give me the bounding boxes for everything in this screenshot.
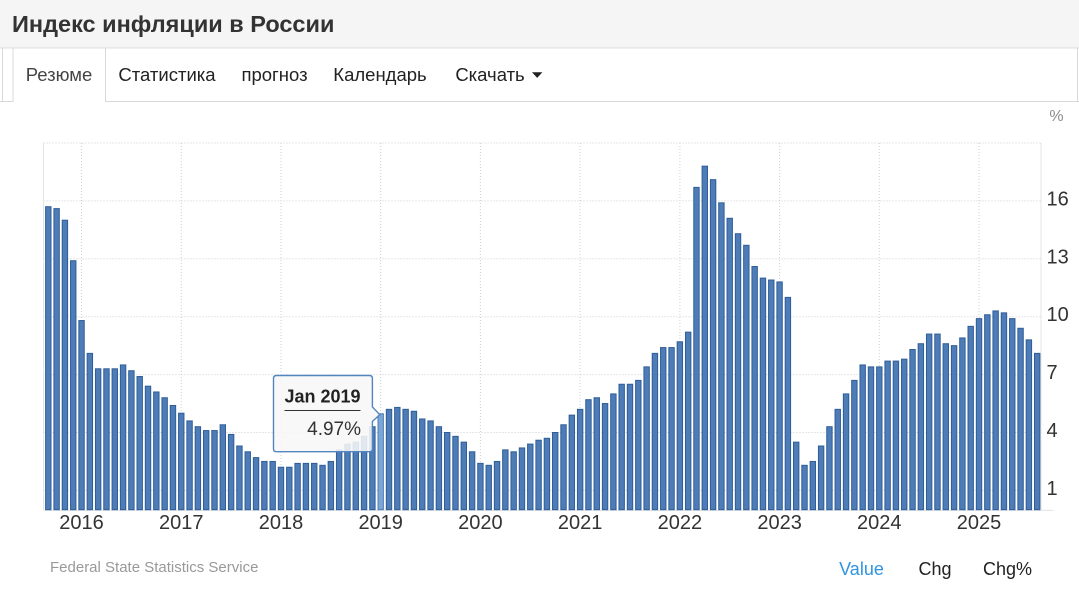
svg-text:2017: 2017 (159, 512, 204, 534)
svg-text:Value: Value (839, 559, 884, 579)
svg-text:Chg%: Chg% (983, 559, 1032, 579)
svg-text:16: 16 (1047, 188, 1069, 210)
svg-text:Скачать: Скачать (455, 64, 524, 85)
svg-text:2020: 2020 (458, 512, 503, 534)
svg-text:4.97%: 4.97% (307, 419, 361, 440)
svg-text:2018: 2018 (259, 512, 304, 534)
svg-text:2023: 2023 (757, 512, 802, 534)
svg-text:4: 4 (1047, 420, 1058, 442)
svg-text:2019: 2019 (358, 512, 403, 534)
svg-text:2024: 2024 (857, 512, 902, 534)
svg-text:Индекс инфляции в России: Индекс инфляции в России (12, 11, 334, 37)
svg-text:2016: 2016 (59, 512, 104, 534)
svg-text:Календарь: Календарь (333, 64, 426, 85)
svg-text:прогноз: прогноз (241, 64, 307, 85)
svg-text:2021: 2021 (558, 512, 603, 534)
svg-text:1: 1 (1047, 478, 1058, 500)
svg-text:10: 10 (1047, 304, 1069, 326)
svg-text:2022: 2022 (658, 512, 703, 534)
svg-text:Резюме: Резюме (26, 64, 93, 85)
svg-text:Статистика: Статистика (118, 64, 216, 85)
svg-text:Chg: Chg (918, 559, 951, 579)
svg-text:13: 13 (1047, 246, 1069, 268)
svg-text:Federal State Statistics Servi: Federal State Statistics Service (50, 559, 258, 576)
svg-text:Jan 2019: Jan 2019 (284, 387, 360, 407)
svg-text:%: % (1049, 108, 1063, 125)
svg-text:7: 7 (1047, 362, 1058, 384)
svg-text:2025: 2025 (957, 512, 1002, 534)
